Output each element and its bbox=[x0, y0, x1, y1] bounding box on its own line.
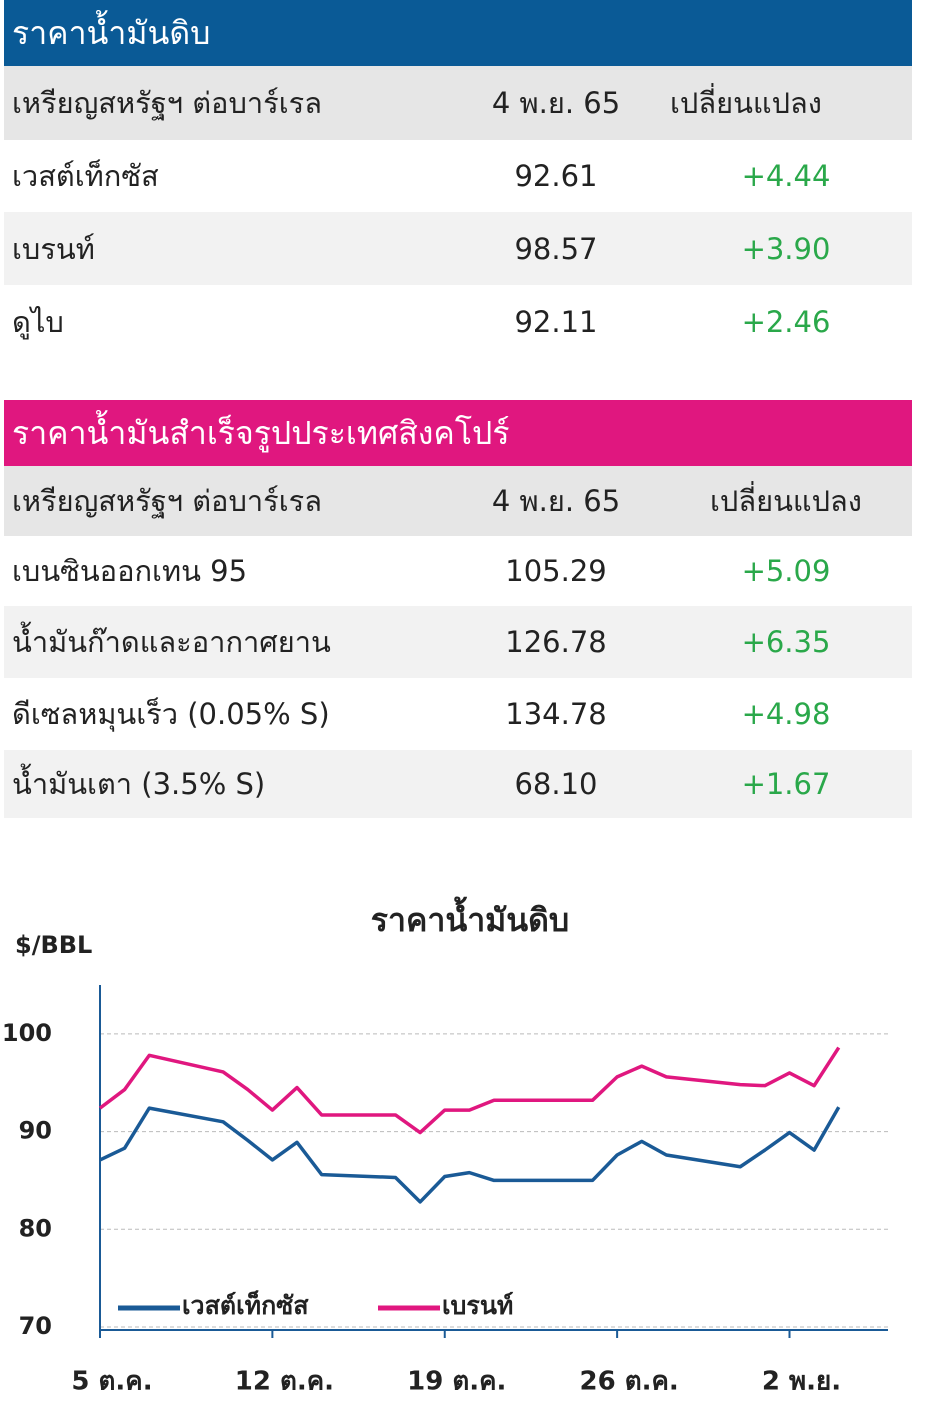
table-cell: ดูไบ bbox=[12, 304, 64, 339]
header-cell: 4 พ.ย. 65 bbox=[491, 86, 621, 120]
header-row: เหรียญสหรัฐฯ ต่อบาร์เรล 4 พ.ย. 65 เปลี่ยนแ… bbox=[4, 466, 912, 536]
header-cell: เปลี่ยนแปลง bbox=[670, 86, 822, 120]
table-cell: น้ำมันก๊าดและอากาศยาน bbox=[12, 625, 331, 659]
header-cell: เหรียญสหรัฐฯ ต่อบาร์เรล bbox=[12, 86, 322, 120]
table-cell: +3.90 bbox=[741, 231, 831, 266]
table-cell: เวสต์เท็กซัส bbox=[12, 159, 159, 193]
table-row: ดูไบ 92.11 +2.46 bbox=[4, 285, 912, 358]
table-cell: 126.78 bbox=[505, 625, 607, 659]
table-cell: 134.78 bbox=[505, 697, 607, 731]
table-row: น้ำมันเตา (3.5% S) 68.10 +1.67 bbox=[4, 750, 912, 818]
chart: ราคาน้ำมันดิบ $/BBL 70 80 90 100 5 ต.ค. 12 ต.… bbox=[2, 896, 888, 1397]
table-cell: 92.61 bbox=[514, 159, 598, 193]
header-cell: 4 พ.ย. 65 bbox=[491, 484, 621, 518]
header-cell: เปลี่ยนแปลง bbox=[710, 484, 862, 518]
table-cell: 68.10 bbox=[514, 767, 598, 801]
table-row: เบนซินออกเทน 95 105.29 +5.09 bbox=[4, 536, 912, 606]
y-tick-label: 100 bbox=[2, 1019, 52, 1047]
y-tick-label: 80 bbox=[19, 1214, 52, 1242]
y-axis-label: $/BBL bbox=[15, 931, 92, 959]
legend-label: เบรนท์ bbox=[442, 1291, 513, 1320]
table-cell: +4.44 bbox=[741, 159, 831, 193]
legend-label: เวสต์เท็กซัส bbox=[182, 1290, 309, 1320]
table-cell: เบนซินออกเทน 95 bbox=[12, 554, 248, 588]
x-tick-label: 26 ต.ค. bbox=[579, 1367, 678, 1397]
table-cell: เบรนท์ bbox=[12, 231, 95, 266]
crude-table: ราคาน้ำมันดิบเหรียญสหรัฐฯ ต่อบาร์เรล 4 พ.… bbox=[4, 0, 912, 358]
x-tick-label: 2 พ.ย. bbox=[762, 1367, 841, 1397]
table-row: เบรนท์ 98.57 +3.90 bbox=[4, 212, 912, 285]
table-cell: +2.46 bbox=[741, 304, 831, 339]
x-tick-label: 19 ต.ค. bbox=[407, 1367, 506, 1397]
table-title: ราคาน้ำมันดิบ bbox=[4, 0, 912, 66]
table-cell: น้ำมันเตา (3.5% S) bbox=[12, 767, 266, 801]
table-title: ราคาน้ำมันสำเร็จรูปประเทศสิงคโปร์ bbox=[4, 400, 912, 466]
table-cell: 92.11 bbox=[514, 304, 598, 339]
header-row: เหรียญสหรัฐฯ ต่อบาร์เรล 4 พ.ย. 65 เปลี่ยนแ… bbox=[4, 66, 912, 140]
table-row: เวสต์เท็กซัส 92.61 +4.44 bbox=[4, 140, 912, 212]
table-cell: +1.67 bbox=[741, 767, 831, 801]
table-cell: +5.09 bbox=[741, 554, 831, 588]
header-cell: เหรียญสหรัฐฯ ต่อบาร์เรล bbox=[12, 484, 322, 518]
table-row: ดีเซลหมุนเร็ว (0.05% S) 134.78 +4.98 bbox=[4, 678, 912, 750]
table-cell: ดีเซลหมุนเร็ว (0.05% S) bbox=[12, 697, 330, 731]
series-line bbox=[99, 1106, 841, 1204]
table-row: น้ำมันก๊าดและอากาศยาน 126.78 +6.35 bbox=[4, 606, 912, 678]
x-tick-label: 5 ต.ค. bbox=[71, 1367, 152, 1397]
y-tick-label: 90 bbox=[19, 1117, 52, 1145]
table-cell: 105.29 bbox=[505, 554, 607, 588]
table-cell: +6.35 bbox=[741, 625, 831, 659]
chart-title: ราคาน้ำมันดิบ bbox=[371, 896, 569, 939]
series-line bbox=[98, 1046, 841, 1135]
refined-table: ราคาน้ำมันสำเร็จรูปประเทศสิงคโปร์ เหรียญส… bbox=[4, 400, 912, 818]
y-tick-label: 70 bbox=[19, 1312, 52, 1340]
table-cell: +4.98 bbox=[741, 697, 831, 731]
table-cell: 98.57 bbox=[514, 231, 598, 266]
x-tick-label: 12 ต.ค. bbox=[235, 1367, 334, 1397]
